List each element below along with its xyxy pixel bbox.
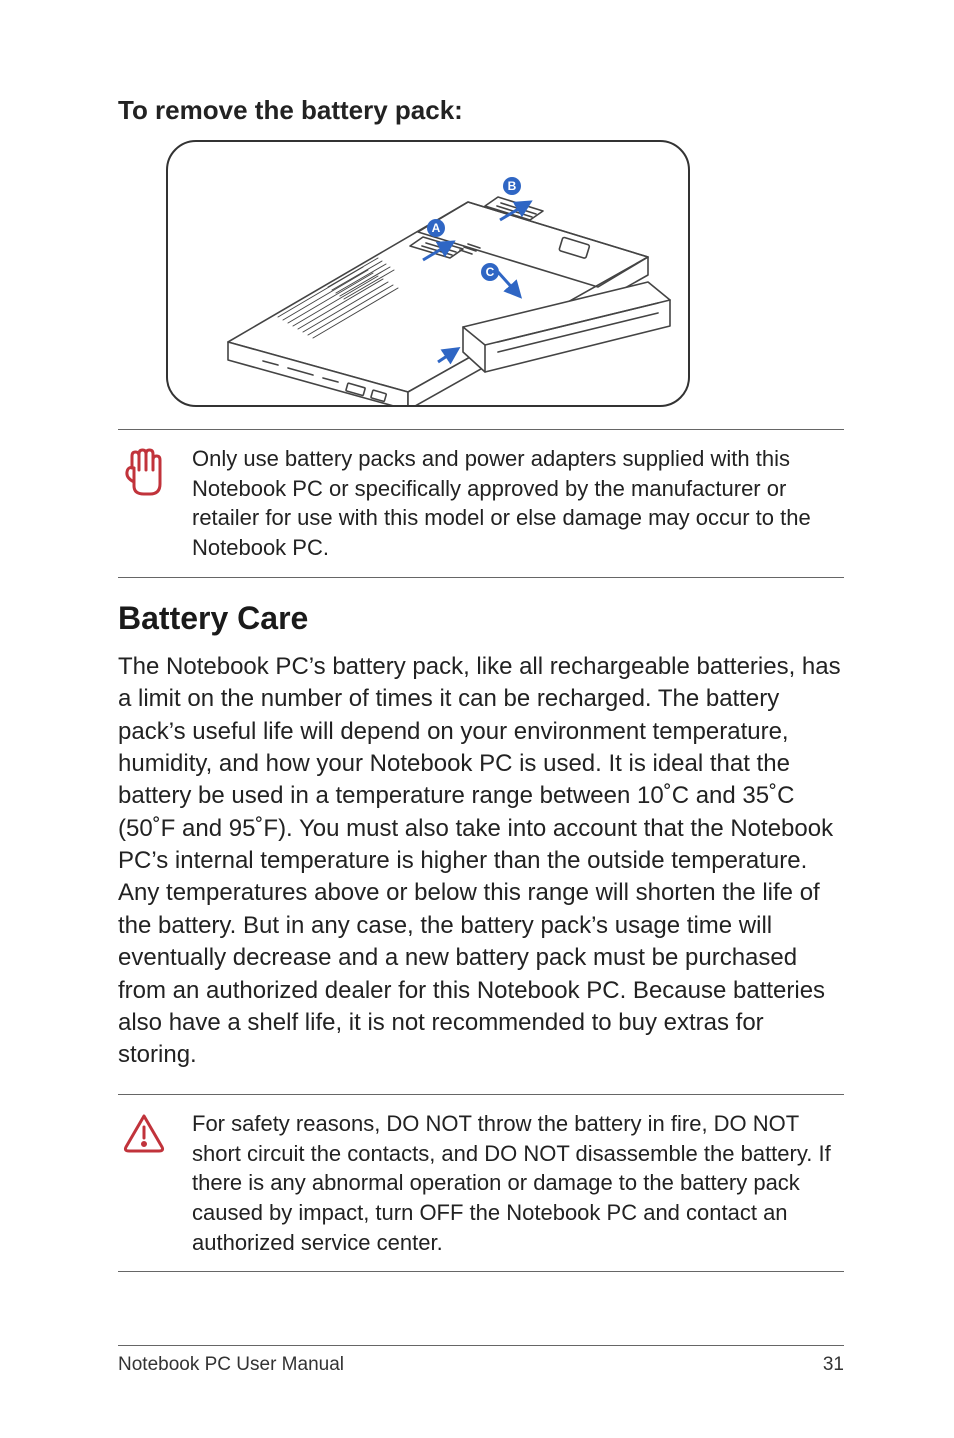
laptop-underside-svg: A B C [168,142,688,405]
warning-triangle-icon [118,1109,170,1155]
footer-page-number: 31 [823,1354,844,1376]
page-footer: Notebook PC User Manual 31 [118,1345,844,1376]
hand-stop-icon [118,444,170,496]
heading-remove-battery: To remove the battery pack: [118,95,844,126]
battery-care-body: The Notebook PC’s battery pack, like all… [118,651,844,1072]
warning-callout: For safety reasons, DO NOT throw the bat… [118,1094,844,1272]
warning-text: For safety reasons, DO NOT throw the bat… [192,1109,844,1257]
diagram-label-b: B [508,179,517,193]
page: To remove the battery pack: [0,0,954,1438]
heading-battery-care: Battery Care [118,600,844,637]
important-hand-text: Only use battery packs and power adapter… [192,444,844,563]
footer-title: Notebook PC User Manual [118,1354,344,1376]
battery-removal-diagram: A B C [166,140,690,407]
important-hand-callout: Only use battery packs and power adapter… [118,429,844,578]
diagram-label-c: C [486,265,495,279]
diagram-label-a: A [432,221,441,235]
